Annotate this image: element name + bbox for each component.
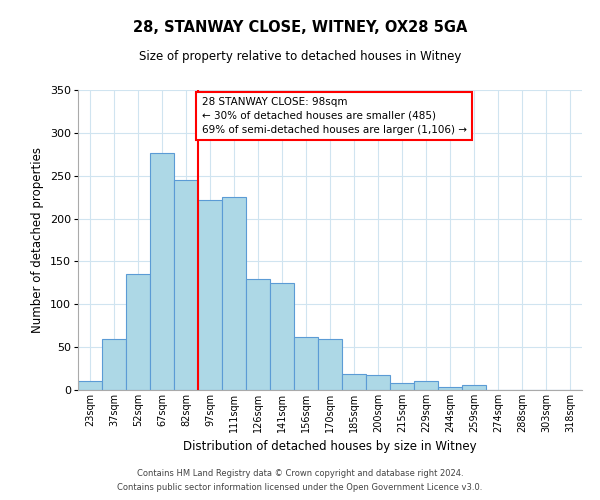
Bar <box>222 197 246 390</box>
Bar <box>294 337 318 390</box>
Bar <box>318 338 342 390</box>
Bar <box>198 200 222 390</box>
Bar <box>150 152 174 390</box>
Text: 28 STANWAY CLOSE: 98sqm
← 30% of detached houses are smaller (485)
69% of semi-d: 28 STANWAY CLOSE: 98sqm ← 30% of detache… <box>202 97 467 135</box>
Bar <box>414 382 438 390</box>
Bar <box>270 283 294 390</box>
Bar <box>342 374 366 390</box>
Text: 28, STANWAY CLOSE, WITNEY, OX28 5GA: 28, STANWAY CLOSE, WITNEY, OX28 5GA <box>133 20 467 35</box>
Bar <box>102 338 126 390</box>
Bar <box>174 180 198 390</box>
Bar <box>126 274 150 390</box>
Text: Contains HM Land Registry data © Crown copyright and database right 2024.: Contains HM Land Registry data © Crown c… <box>137 468 463 477</box>
Text: Size of property relative to detached houses in Witney: Size of property relative to detached ho… <box>139 50 461 63</box>
Text: Contains public sector information licensed under the Open Government Licence v3: Contains public sector information licen… <box>118 484 482 492</box>
Bar <box>78 382 102 390</box>
Y-axis label: Number of detached properties: Number of detached properties <box>31 147 44 333</box>
Bar <box>246 278 270 390</box>
X-axis label: Distribution of detached houses by size in Witney: Distribution of detached houses by size … <box>183 440 477 454</box>
Bar <box>462 385 486 390</box>
Bar <box>390 383 414 390</box>
Bar <box>438 386 462 390</box>
Bar <box>366 376 390 390</box>
